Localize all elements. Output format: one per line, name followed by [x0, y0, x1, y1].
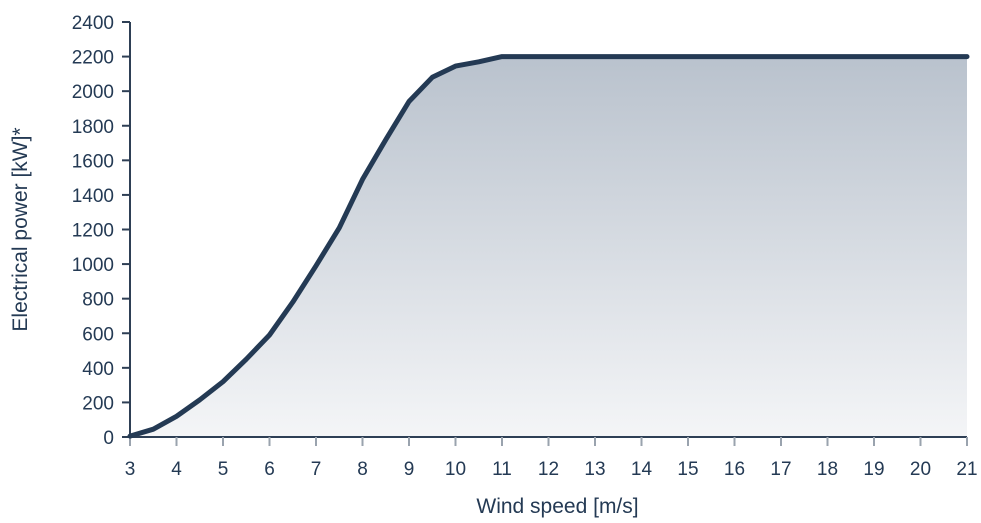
x-tick-label: 21	[956, 459, 977, 480]
x-tick-label: 3	[125, 459, 136, 480]
x-tick-label: 13	[584, 459, 605, 480]
y-tick-label: 1800	[72, 117, 114, 138]
y-axis: 0 200 400 600 800 1000 1200 1400 1600 1800 2000 220…	[72, 13, 131, 449]
x-tick-label: 14	[631, 459, 653, 480]
x-axis-title: Wind speed [m/s]	[476, 495, 638, 518]
y-axis-title: Electrical power [kW]*	[9, 127, 32, 331]
y-tick-label: 400	[82, 359, 114, 380]
x-tick-label: 7	[311, 459, 322, 480]
x-tick-label: 17	[770, 459, 791, 480]
y-tick-label: 800	[82, 290, 114, 311]
y-tick-label: 1400	[72, 186, 114, 207]
x-tick-label: 9	[404, 459, 415, 480]
y-tick-label: 2200	[72, 48, 114, 69]
x-tick-label: 11	[492, 459, 512, 480]
x-tick-label: 20	[910, 459, 931, 480]
x-tick-label: 18	[817, 459, 838, 480]
y-tick-label: 600	[82, 324, 114, 345]
y-tick-label: 1600	[72, 151, 114, 172]
power-curve-line	[127, 54, 970, 439]
x-tick-label: 4	[171, 459, 182, 480]
x-tick-label: 10	[445, 459, 466, 480]
y-tick-label: 1200	[72, 221, 114, 242]
y-tick-label: 1000	[72, 255, 114, 276]
y-tick-label: 200	[82, 393, 114, 414]
x-tick-label: 16	[724, 459, 745, 480]
x-tick-label: 12	[538, 459, 559, 480]
y-tick-label: 2000	[72, 82, 114, 103]
y-tick-label: 0	[103, 428, 114, 449]
y-tick-label: 2400	[72, 13, 114, 34]
x-axis: 3 4 5 6 7 8 9 10 11 12 13 14 15 16 17 18 19 20 21	[122, 436, 978, 480]
x-tick-label: 15	[677, 459, 698, 480]
x-tick-label: 19	[863, 459, 884, 480]
x-tick-label: 8	[357, 459, 368, 480]
x-tick-label: 6	[264, 459, 275, 480]
area-fill	[130, 56, 967, 437]
x-tick-label: 5	[218, 459, 229, 480]
